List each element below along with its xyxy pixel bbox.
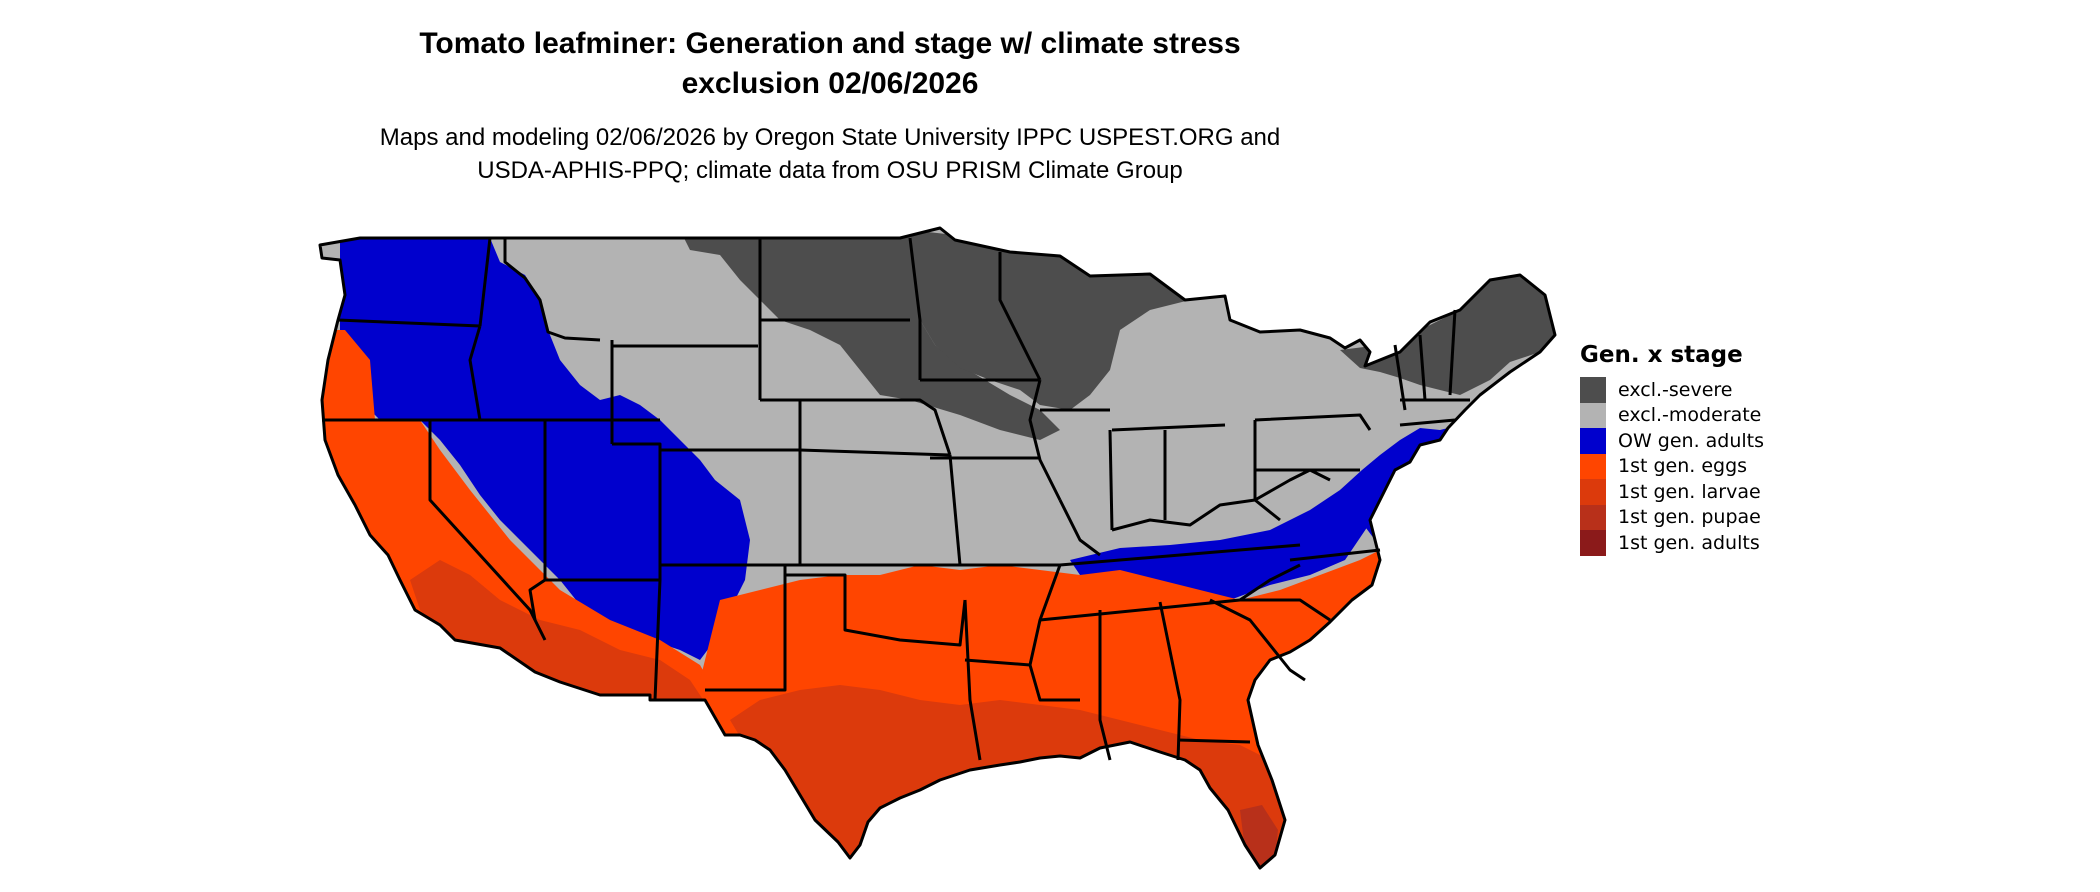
border-vt-nh xyxy=(1418,334,1427,401)
border-ne-ks xyxy=(799,448,951,457)
map-legend: Gen. x stage excl.-severe excl.-moderate… xyxy=(1580,340,1764,556)
map-subtitle-line-2: USDA-APHIS-PPQ; climate data from OSU PR… xyxy=(477,157,1183,184)
border-ia-il xyxy=(1028,379,1062,501)
us-outline xyxy=(318,226,1557,870)
legend-item-excl-moderate: excl.-moderate xyxy=(1580,402,1764,428)
region-excl-severe-north-plains xyxy=(680,230,1060,440)
map-subtitle-line-1: Maps and modeling 02/06/2026 by Oregon S… xyxy=(379,124,1281,151)
border-mn-wi xyxy=(998,252,1042,381)
legend-label-excl-severe: excl.-severe xyxy=(1618,378,1733,401)
map-title-line-2: exclusion 02/06/2026 xyxy=(681,67,979,100)
border-tn-ms-al xyxy=(1039,598,1241,622)
map-subtitle: Maps and modeling 02/06/2026 by Oregon S… xyxy=(330,121,1330,187)
border-oh-ky-wv xyxy=(1111,498,1281,532)
legend-item-1st-adults: 1st gen. adults xyxy=(1580,530,1764,556)
border-ar-la xyxy=(964,658,1031,667)
legend-swatch-ow-adults xyxy=(1580,428,1606,454)
legend-label-1st-adults: 1st gen. adults xyxy=(1618,531,1760,554)
legend-label-ow-adults: OW gen. adults xyxy=(1618,429,1765,452)
border-va-wv xyxy=(1254,468,1331,502)
border-nv-az xyxy=(528,578,546,621)
legend-item-1st-pupae: 1st gen. pupae xyxy=(1580,504,1764,530)
border-id-mt xyxy=(503,238,601,342)
legend-swatch-1st-eggs xyxy=(1580,453,1606,479)
border-ks-mo xyxy=(948,454,962,566)
region-1st-adults-florida-keys xyxy=(1225,872,1262,884)
border-pa-ny xyxy=(1254,413,1372,431)
legend-label-1st-pupae: 1st gen. pupae xyxy=(1618,506,1761,529)
border-ky-tn xyxy=(1059,543,1301,567)
legend-label-1st-eggs: 1st gen. eggs xyxy=(1618,455,1748,478)
border-va-nc xyxy=(1289,548,1381,562)
border-ga-fl xyxy=(1177,738,1251,744)
region-ow-adults-appalachia xyxy=(1070,480,1380,600)
legend-item-excl-severe: excl.-severe xyxy=(1580,377,1764,403)
border-ar-ms xyxy=(1028,564,1080,702)
border-wa-id xyxy=(478,237,492,327)
map-title-line-1: Tomato leafminer: Generation and stage w… xyxy=(419,27,1241,60)
border-az-nm xyxy=(653,579,662,701)
border-il-in xyxy=(1108,429,1114,531)
legend-item-1st-eggs: 1st gen. eggs xyxy=(1580,453,1764,479)
border-il-ky xyxy=(1058,499,1101,557)
region-1st-eggs-west-coast xyxy=(320,330,720,710)
border-nd-mn xyxy=(908,237,922,380)
region-excl-severe-northeast xyxy=(1340,275,1555,395)
map-title: Tomato leafminer: Generation and stage w… xyxy=(330,24,1330,104)
border-ms-al xyxy=(1098,610,1112,761)
map-color-fill xyxy=(320,228,1555,884)
state-borders xyxy=(318,226,1557,870)
legend-swatch-1st-larvae xyxy=(1580,479,1606,505)
border-wa-or xyxy=(337,318,481,328)
legend-swatch-excl-severe xyxy=(1580,377,1606,403)
border-ca-nv xyxy=(428,420,547,641)
border-nm-tx xyxy=(705,565,787,692)
legend-label-1st-larvae: 1st gen. larvae xyxy=(1618,480,1761,503)
legend-item-1st-larvae: 1st gen. larvae xyxy=(1580,479,1764,505)
legend-swatch-1st-adults xyxy=(1580,530,1606,556)
legend-swatch-excl-moderate xyxy=(1580,402,1606,428)
border-ct-ri xyxy=(1399,418,1456,427)
border-nc-sc xyxy=(1240,598,1331,622)
border-ga-sc xyxy=(1209,598,1306,682)
border-sd-ne xyxy=(760,398,952,456)
border-nh-me xyxy=(1448,309,1457,396)
legend-title: Gen. x stage xyxy=(1580,342,1743,368)
region-1st-larvae-desert-southwest xyxy=(410,560,710,720)
border-mi-oh xyxy=(1111,423,1226,432)
border-tn-nc xyxy=(1239,563,1301,602)
border-or-id xyxy=(468,325,482,421)
legend-label-excl-moderate: excl.-moderate xyxy=(1618,404,1762,427)
border-tx-la xyxy=(963,599,982,761)
border-ok-tx xyxy=(785,573,967,647)
legend-item-ow-adults: OW gen. adults xyxy=(1580,428,1764,454)
legend-swatch-1st-pupae xyxy=(1580,504,1606,530)
